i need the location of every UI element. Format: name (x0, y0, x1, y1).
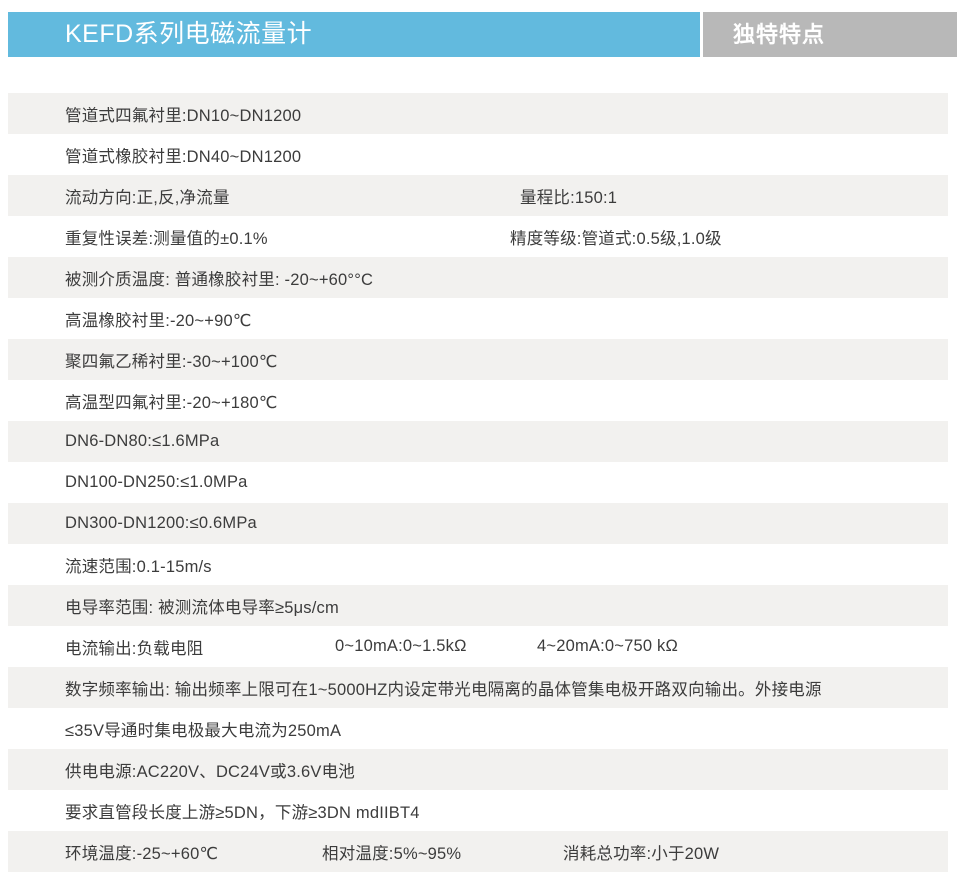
spec-row: 管道式四氟衬里:DN10~DN1200 (8, 93, 948, 134)
page-title: KEFD系列电磁流量计 (65, 20, 313, 48)
spec-row: DN100-DN250:≤1.0MPa (8, 462, 948, 503)
spec-cell: 聚四氟乙稀衬里:-30~+100℃ (65, 352, 278, 371)
feature-label-bar: 独特特点 (703, 12, 957, 57)
feature-label: 独特特点 (733, 21, 826, 47)
spec-row: 被测介质温度: 普通橡胶衬里: -20~+60°°C (8, 257, 948, 298)
spec-row: 数字频率输出: 输出频率上限可在1~5000HZ内设定带光电隔离的晶体管集电极开… (8, 667, 948, 708)
spec-row: 电导率范围: 被测流体电导率≥5μs/cm (8, 585, 948, 626)
header-band: KEFD系列电磁流量计 独特特点 (0, 12, 957, 57)
spec-row: DN300-DN1200:≤0.6MPa (8, 503, 948, 544)
spec-cell: 流动方向:正,反,净流量 (65, 188, 230, 207)
specification-table: 管道式四氟衬里:DN10~DN1200 管道式橡胶衬里:DN40~DN1200 流动… (8, 93, 948, 872)
spec-cell: 相对温度:5%~95% (322, 844, 462, 863)
spec-cell: 流速范围:0.1-15m/s (65, 557, 212, 576)
spec-row: DN6-DN80:≤1.6MPa (8, 421, 948, 462)
spec-cell: 供电电源:AC220V、DC24V或3.6V电池 (65, 762, 355, 781)
spec-cell: 管道式橡胶衬里:DN40~DN1200 (65, 147, 302, 166)
spec-row: 管道式橡胶衬里:DN40~DN1200 (8, 134, 948, 175)
spec-cell: 电导率范围: 被测流体电导率≥5μs/cm (65, 598, 339, 617)
spec-cell: 重复性误差:测量值的±0.1% (65, 229, 268, 248)
spec-cell: ≤35V导通时集电极最大电流为250mA (65, 721, 342, 740)
spec-row: 高温型四氟衬里:-20~+180℃ (8, 380, 948, 421)
spec-cell: 高温橡胶衬里:-20~+90℃ (65, 311, 252, 330)
spec-cell: 量程比:150:1 (520, 188, 618, 207)
spec-cell: DN300-DN1200:≤0.6MPa (65, 514, 257, 532)
spec-row: 电流输出:负载电阻 0~10mA:0~1.5kΩ 4~20mA:0~750 kΩ (8, 626, 948, 667)
spec-cell: DN6-DN80:≤1.6MPa (65, 432, 220, 450)
spec-row: 流动方向:正,反,净流量 量程比:150:1 (8, 175, 948, 216)
spec-cell: 4~20mA:0~750 kΩ (537, 637, 679, 655)
spec-row: 流速范围:0.1-15m/s (8, 544, 948, 585)
spec-row: 高温橡胶衬里:-20~+90℃ (8, 298, 948, 339)
spec-row: 要求直管段长度上游≥5DN，下游≥3DN mdIIBT4 (8, 790, 948, 831)
spec-cell: 精度等级:管道式:0.5级,1.0级 (510, 229, 722, 248)
spec-row: 供电电源:AC220V、DC24V或3.6V电池 (8, 749, 948, 790)
product-title-bar: KEFD系列电磁流量计 (8, 12, 700, 57)
spec-cell: 电流输出:负载电阻 (65, 639, 204, 658)
spec-cell: DN100-DN250:≤1.0MPa (65, 473, 248, 491)
spec-cell: 消耗总功率:小于20W (563, 844, 720, 863)
spec-row: 环境温度:-25~+60℃ 相对温度:5%~95% 消耗总功率:小于20W (8, 831, 948, 872)
spec-cell: 数字频率输出: 输出频率上限可在1~5000HZ内设定带光电隔离的晶体管集电极开… (65, 680, 822, 699)
spec-cell: 高温型四氟衬里:-20~+180℃ (65, 393, 278, 412)
spec-cell: 环境温度:-25~+60℃ (65, 844, 219, 863)
spec-row: ≤35V导通时集电极最大电流为250mA (8, 708, 948, 749)
spec-cell: 管道式四氟衬里:DN10~DN1200 (65, 106, 302, 125)
spec-cell: 被测介质温度: 普通橡胶衬里: -20~+60°°C (65, 270, 374, 289)
spec-row: 重复性误差:测量值的±0.1% 精度等级:管道式:0.5级,1.0级 (8, 216, 948, 257)
spec-row: 聚四氟乙稀衬里:-30~+100℃ (8, 339, 948, 380)
header-left-spacer (0, 12, 8, 57)
spec-cell: 0~10mA:0~1.5kΩ (335, 637, 467, 655)
spec-cell: 要求直管段长度上游≥5DN，下游≥3DN mdIIBT4 (65, 803, 420, 822)
